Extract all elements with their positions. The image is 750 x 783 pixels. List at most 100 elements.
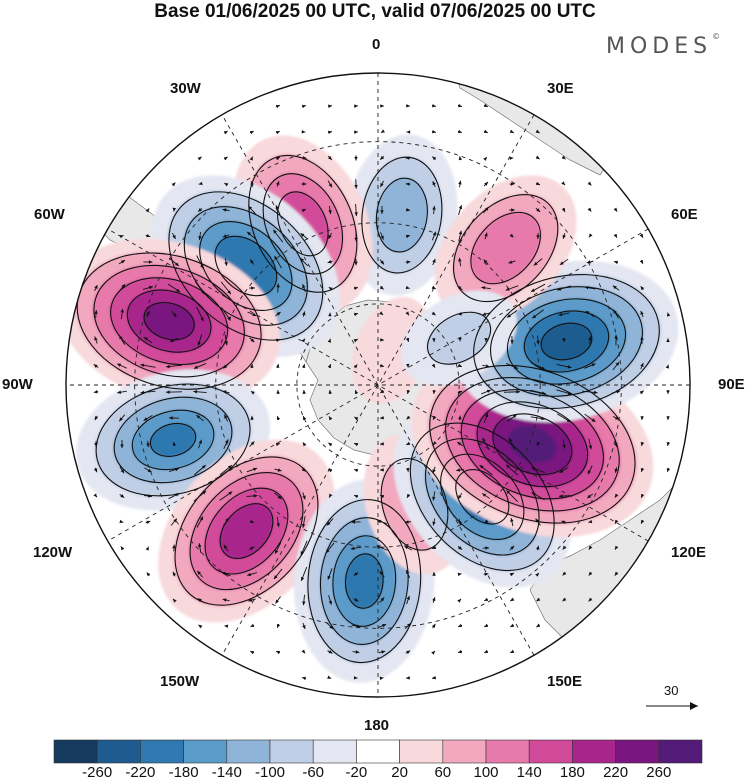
- wind-arrow: [353, 130, 359, 134]
- wind-arrow: [169, 337, 179, 343]
- colorbar-swatch: [399, 739, 444, 764]
- wind-arrow: [404, 622, 412, 630]
- contour-line: [375, 177, 428, 253]
- wind-arrow: [612, 285, 620, 291]
- wind-arrow: [301, 104, 307, 109]
- wind-arrow: [639, 390, 644, 395]
- wind-arrow: [93, 390, 99, 394]
- wind-arrow: [536, 597, 541, 602]
- contour-line: [131, 409, 215, 471]
- colorbar-swatch: [356, 739, 400, 764]
- wind-arrow: [353, 364, 358, 369]
- colorbar-tick-label: -260: [82, 764, 113, 781]
- wind-arrow: [146, 310, 150, 318]
- wind-arrow: [350, 546, 362, 551]
- wind-arrow: [119, 466, 125, 474]
- wind-arrow: [326, 622, 334, 630]
- wind-arrow: [431, 675, 437, 680]
- wind-arrow: [120, 546, 125, 551]
- contour-line: [219, 503, 274, 559]
- wind-arrow: [274, 255, 282, 269]
- wind-arrow: [457, 649, 463, 654]
- wind-arrow: [301, 156, 307, 160]
- wind-arrow: [144, 467, 152, 473]
- wind-arrow: [562, 597, 567, 602]
- wind-arrow: [119, 234, 124, 239]
- wind-arrow: [510, 336, 514, 344]
- wind-arrow: [378, 650, 386, 654]
- wind-arrow: [509, 182, 515, 186]
- wind-arrow: [457, 103, 463, 108]
- wind-arrow: [249, 337, 255, 343]
- wind-arrow: [119, 519, 124, 524]
- wind-arrow: [118, 259, 126, 265]
- wind-arrow: [431, 650, 436, 655]
- graticule: [66, 73, 690, 697]
- wind-arrow: [458, 180, 462, 188]
- wind-arrow: [118, 335, 126, 345]
- anomaly-contour-group: [76, 252, 262, 390]
- wind-arrow: [614, 440, 618, 448]
- wind-arrow: [145, 208, 150, 213]
- wind-arrow: [432, 597, 436, 603]
- wind-arrow: [165, 364, 183, 369]
- wind-arrow: [612, 309, 620, 319]
- wind-arrow: [301, 208, 307, 213]
- colorbar-tick-label: -20: [345, 764, 368, 781]
- contour-line: [444, 377, 620, 512]
- wind-arrow: [405, 234, 411, 239]
- latitude-circle: [296, 303, 460, 467]
- wind-arrow: [458, 156, 463, 161]
- wind-arrow: [273, 568, 283, 580]
- lon-label-30w: 30W: [170, 80, 201, 97]
- wind-arrow: [328, 232, 332, 240]
- wind-vectors: [93, 103, 671, 681]
- wind-arrow: [457, 572, 462, 577]
- shading-band: [143, 302, 195, 341]
- wind-arrow: [405, 650, 411, 655]
- colorbar-swatch: [183, 739, 228, 764]
- wind-arrow: [327, 130, 333, 135]
- wind-arrow: [301, 130, 306, 134]
- wind-arrow: [561, 337, 566, 343]
- wind-arrow: [405, 676, 411, 680]
- wind-arrow: [536, 441, 541, 447]
- colorbar-tick-label: 140: [516, 764, 542, 781]
- wind-arrow: [223, 439, 229, 449]
- wind-arrow: [431, 363, 436, 368]
- wind-arrow: [326, 518, 334, 526]
- wind-arrow: [276, 283, 280, 293]
- contour-line: [189, 471, 304, 591]
- wind-arrow: [535, 129, 540, 134]
- wind-arrow: [171, 232, 177, 240]
- wind-arrow: [223, 156, 228, 161]
- wind-arrow: [458, 415, 462, 421]
- wind-arrow: [196, 570, 204, 578]
- wind-arrow: [379, 259, 385, 265]
- wind-arrow: [196, 255, 204, 269]
- wind-arrow: [354, 389, 359, 395]
- wind-arrow: [432, 466, 436, 474]
- wind-arrow: [223, 363, 229, 369]
- contour-line: [506, 298, 627, 385]
- wind-arrow: [302, 389, 306, 395]
- wind-arrow: [457, 390, 463, 395]
- colorbar-swatch: [53, 739, 98, 764]
- wind-arrow: [250, 390, 255, 395]
- wind-arrow: [483, 206, 489, 214]
- wind-arrow: [274, 468, 282, 472]
- wind-arrow: [432, 441, 437, 446]
- wind-arrow: [301, 676, 307, 681]
- wind-arrow: [640, 310, 644, 318]
- contour-line: [319, 517, 409, 645]
- wind-arrow: [93, 467, 98, 473]
- wind-arrow: [665, 364, 670, 369]
- wind-arrow: [640, 441, 645, 447]
- latitude-circle: [134, 141, 622, 629]
- wind-arrow: [506, 310, 518, 318]
- wind-arrow: [380, 180, 384, 188]
- wind-arrow: [535, 207, 541, 213]
- wind-arrow: [275, 205, 281, 215]
- wind-arrow: [431, 285, 436, 290]
- wind-arrow: [639, 233, 644, 238]
